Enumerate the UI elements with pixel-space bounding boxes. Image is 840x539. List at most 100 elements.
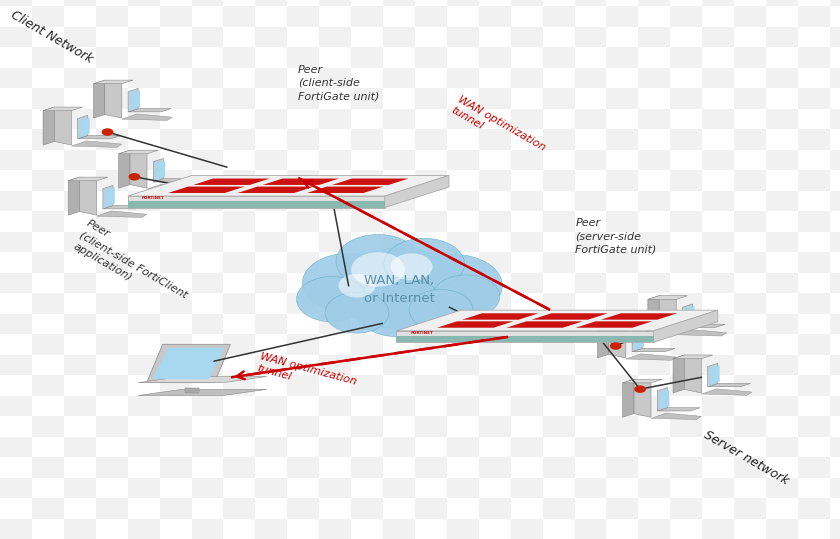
Polygon shape [676,329,727,336]
Polygon shape [43,107,55,145]
Polygon shape [139,389,267,396]
Bar [415,170,447,191]
Bar [160,334,192,355]
Bar [670,498,702,519]
Bar [734,6,766,27]
Bar [830,150,840,170]
Bar [96,211,128,232]
Polygon shape [102,205,146,209]
Bar [766,232,798,252]
Bar [192,232,223,252]
Bar [319,150,351,170]
Bar [734,47,766,68]
Bar [670,88,702,109]
Bar [830,232,840,252]
Bar [606,375,638,396]
Bar [383,478,415,498]
Bar [319,109,351,129]
Polygon shape [654,310,717,342]
Polygon shape [632,328,642,352]
Bar [638,232,670,252]
Bar [0,273,32,293]
Bar [64,150,96,170]
Bar [606,170,638,191]
Bar [319,437,351,457]
Bar [734,457,766,478]
Bar [160,211,192,232]
Bar [64,191,96,211]
Polygon shape [701,389,752,395]
Bar [798,211,830,232]
Bar [798,375,830,396]
Bar [287,88,319,109]
Bar [287,129,319,150]
Bar [511,27,543,47]
Bar [543,170,575,191]
Bar [511,150,543,170]
Bar [543,211,575,232]
Bar [223,416,255,437]
Bar [575,273,606,293]
Circle shape [336,234,420,288]
Text: FORTINET: FORTINET [142,196,165,200]
Bar [287,6,319,27]
Bar [351,47,383,68]
Bar [255,191,287,211]
Bar [287,293,319,314]
Polygon shape [263,178,339,185]
Bar [766,191,798,211]
Bar [543,6,575,27]
Bar [734,88,766,109]
Bar [96,457,128,478]
Bar [287,457,319,478]
Bar [32,457,64,478]
Bar [383,109,415,129]
Bar [734,375,766,396]
Bar [670,129,702,150]
Bar [32,6,64,27]
Bar [223,211,255,232]
Polygon shape [130,150,147,188]
Bar [383,232,415,252]
Bar [223,457,255,478]
Bar [415,88,447,109]
Polygon shape [307,186,383,193]
Bar [160,457,192,478]
Bar [479,375,511,396]
Polygon shape [609,320,626,358]
Bar [798,129,830,150]
Bar [766,150,798,170]
Polygon shape [648,296,659,334]
Bar [351,129,383,150]
Bar [351,211,383,232]
Bar [638,191,670,211]
Circle shape [391,253,433,280]
Bar [415,129,447,150]
Polygon shape [634,379,651,417]
Bar [0,519,32,539]
Bar [830,273,840,293]
Bar [255,273,287,293]
Bar [479,6,511,27]
Bar [511,355,543,375]
Bar [0,0,32,6]
Bar [830,109,840,129]
Bar [287,211,319,232]
Bar [223,129,255,150]
Bar [702,109,734,129]
Bar [830,191,840,211]
Bar [702,0,734,6]
Polygon shape [632,349,675,352]
Bar [543,334,575,355]
Polygon shape [507,321,583,328]
Bar [223,293,255,314]
Bar [223,6,255,27]
Bar [255,27,287,47]
Polygon shape [682,304,692,327]
Bar [511,68,543,88]
Bar [766,273,798,293]
Bar [447,68,479,88]
Bar [128,109,160,129]
Text: Client Network: Client Network [8,8,95,66]
Bar [128,27,160,47]
